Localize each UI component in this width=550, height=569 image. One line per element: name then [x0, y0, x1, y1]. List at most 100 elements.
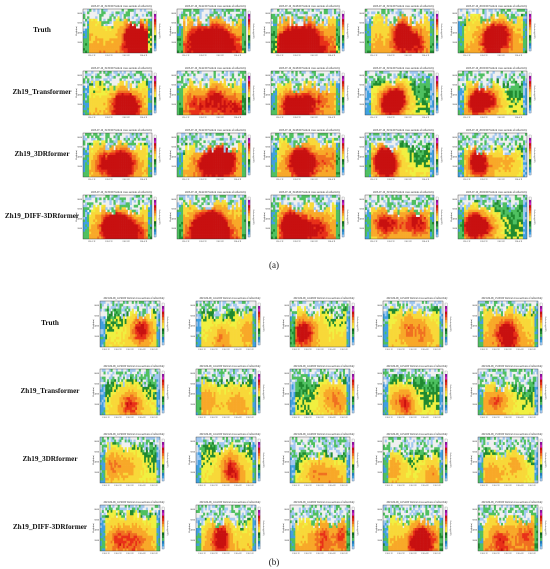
panel-title: 2023-07-16_20:00:00 Vertical cross secti…: [466, 5, 528, 8]
y-axis-label: Height(m): [75, 88, 78, 98]
panel-title: 2023-07-16_19:30:00 Vertical cross secti…: [91, 5, 153, 8]
y-tick-label: 8000: [377, 509, 382, 511]
y-axis-label: Height(m): [169, 26, 172, 36]
cross-section-panel: 2023-07-16_20:00:00 Vertical cross secti…: [450, 129, 536, 181]
y-tick-label: 8000: [190, 441, 195, 443]
x-tick-label: 120.3°E: [404, 240, 412, 243]
x-tick-label: 120.3°E: [504, 348, 512, 351]
y-axis-label: Height(m): [263, 26, 266, 36]
y-tick-label: 6000: [94, 315, 99, 317]
x-tick-label: 120.3°E: [316, 348, 324, 351]
y-tick-label: 8000: [265, 13, 270, 15]
reflectivity-field: [100, 505, 160, 551]
colorbar: Reflectivity(dBZ): [435, 72, 443, 114]
colorbar-label: Reflectivity(dBZ): [533, 148, 536, 163]
colorbar: Reflectivity(dBZ): [444, 506, 452, 550]
colorbar: Reflectivity(dBZ): [257, 506, 265, 550]
reflectivity-field: [365, 9, 434, 53]
cross-section-panel: 2023-07-16_19:30:00 Vertical cross secti…: [75, 5, 161, 57]
x-tick-label: 120.3°E: [222, 552, 230, 555]
y-tick-label: 4000: [472, 462, 477, 464]
y-tick-label: 2000: [359, 166, 364, 168]
reflectivity-field: [458, 133, 527, 177]
y-tick-label: 4000: [265, 156, 270, 158]
y-axis-label: Height(m): [450, 26, 453, 36]
y-tick-label: 6000: [171, 85, 176, 87]
row-label: Zh19_DIFF-3DRformer: [5, 212, 80, 220]
x-tick-label: 120.4°E: [328, 484, 336, 487]
cross-section-panel: 2023-09-06_14:42:00 Vertical cross secti…: [188, 433, 265, 487]
y-tick-label: 2000: [94, 404, 99, 406]
panel-title: 2023-09-06_14:36:00 Vertical cross secti…: [103, 365, 165, 368]
colorbar: Reflectivity(dBZ): [161, 370, 169, 414]
colorbar-label: Reflectivity(dBZ): [166, 521, 169, 536]
panel-title: 2023-07-16_19:54:00 Vertical cross secti…: [373, 5, 435, 8]
y-tick-label: 4000: [171, 32, 176, 34]
colorbar-label: Reflectivity(dBZ): [252, 210, 255, 225]
panel-title: 2023-07-16_19:48:00 Vertical cross secti…: [279, 67, 341, 70]
plot-frame: [364, 70, 435, 116]
y-tick-label: 4000: [452, 218, 457, 220]
y-tick-label: 6000: [452, 209, 457, 211]
y-axis-label: Height(m): [470, 387, 473, 397]
y-tick-label: 4000: [265, 94, 270, 96]
x-tick-label: 120.3°E: [222, 484, 230, 487]
colorbar-label: Reflectivity(dBZ): [166, 385, 169, 400]
y-tick-label: 4000: [377, 326, 382, 328]
colorbar: Reflectivity(dBZ): [528, 196, 536, 238]
x-tick-label: 120.4°E: [328, 178, 336, 181]
plot-frame: [82, 8, 153, 54]
x-tick-label: 120.4°E: [421, 552, 429, 555]
y-tick-label: 6000: [377, 451, 382, 453]
y-axis-label: Height(m): [470, 319, 473, 329]
y-tick-label: 8000: [171, 13, 176, 15]
reflectivity-field: [196, 369, 256, 415]
x-tick-label: 120.4°E: [422, 116, 430, 119]
x-tick-label: 120.2°E: [293, 54, 301, 57]
figure-part-b: Truth 2023-09-06_14:36:00 Vertical cross …: [13, 297, 547, 555]
reflectivity-field: [290, 369, 350, 415]
x-tick-label: 120.4°E: [422, 54, 430, 57]
x-tick-label: 120.1°E: [88, 240, 96, 243]
panel-title: 2023-07-16_19:30:00 Vertical cross secti…: [91, 129, 153, 132]
x-tick-label: 120.1°E: [480, 416, 488, 419]
y-tick-label: 4000: [359, 156, 364, 158]
colorbar-label: Reflectivity(dBZ): [356, 385, 359, 400]
y-tick-label: 4000: [171, 94, 176, 96]
x-tick-label: 120.5°E: [433, 484, 441, 487]
x-tick-label: 120.4°E: [422, 178, 430, 181]
cross-section-panel: 2023-09-06_14:36:00 Vertical cross secti…: [92, 433, 169, 487]
colorbar: Reflectivity(dBZ): [153, 196, 161, 238]
colorbar-label: Reflectivity(dBZ): [544, 453, 547, 468]
y-axis-label: Height(m): [92, 387, 95, 397]
y-tick-label: 6000: [94, 519, 99, 521]
cross-section-panel: 2023-09-06_15:00:00 Vertical cross secti…: [470, 365, 547, 419]
y-axis-label: Height(m): [263, 212, 266, 222]
x-tick-label: 120.1°E: [292, 552, 300, 555]
reflectivity-field: [177, 9, 246, 53]
plot-frame: [270, 194, 341, 240]
x-tick-label: 120.2°E: [293, 178, 301, 181]
plot-frame: [477, 368, 539, 416]
y-tick-label: 2000: [359, 228, 364, 230]
panel-title: 2023-07-16_20:00:00 Vertical cross secti…: [466, 191, 528, 194]
colorbar: Reflectivity(dBZ): [528, 72, 536, 114]
plot-frame: [477, 436, 539, 484]
panel-title: 2023-07-16_19:42:00 Vertical cross secti…: [185, 67, 247, 70]
x-tick-label: 120.1°E: [292, 416, 300, 419]
y-tick-label: 4000: [472, 326, 477, 328]
cross-section-panel: 2023-09-06_15:00:00 Vertical cross secti…: [470, 433, 547, 487]
y-axis-label: Height(m): [188, 319, 191, 329]
y-tick-label: 6000: [284, 451, 289, 453]
cross-section-panel: 2023-09-06_14:36:00 Vertical cross secti…: [92, 297, 169, 351]
cross-section-panel: 2023-07-16_20:00:00 Vertical cross secti…: [450, 191, 536, 243]
x-tick-label: 120.1°E: [370, 178, 378, 181]
reflectivity-field: [383, 369, 443, 415]
plot-frame: [195, 504, 257, 552]
panel-title: 2023-09-06_14:42:00 Vertical cross secti…: [199, 297, 261, 300]
x-tick-label: 120.4°E: [234, 178, 242, 181]
x-tick-label: 120.3°E: [404, 54, 412, 57]
y-tick-label: 2000: [472, 336, 477, 338]
x-tick-label: 120.2°E: [480, 116, 488, 119]
row-label: Zh19_Transformer: [21, 387, 81, 395]
